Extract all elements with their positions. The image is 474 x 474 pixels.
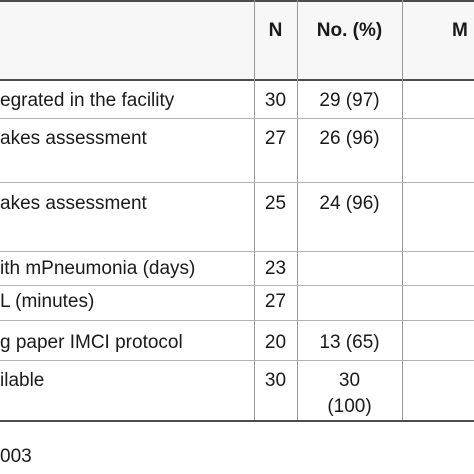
- row-7-pct-line1: 30: [338, 370, 361, 391]
- divider-pct: [297, 0, 298, 420]
- row-7-pct-line2: (100): [327, 396, 372, 417]
- row-3-border: [0, 251, 474, 252]
- row-7-label: ilable: [0, 370, 45, 391]
- row-2-border: [0, 182, 474, 183]
- row-1-label: egrated in the facility: [0, 90, 175, 111]
- row-3-n: 25: [264, 193, 287, 214]
- header-bottom-border: [0, 79, 474, 81]
- row-5-border: [0, 320, 474, 321]
- row-6-border: [0, 360, 474, 361]
- divider-m: [402, 0, 403, 420]
- row-4-label: ith mPneumonia (days): [0, 258, 196, 279]
- header-band: [0, 0, 474, 81]
- row-7-n: 30: [264, 370, 287, 391]
- row-6-n: 20: [264, 332, 287, 353]
- table-bottom-border: [0, 420, 474, 422]
- row-2-n: 27: [264, 128, 287, 149]
- header-m: M: [452, 20, 468, 41]
- row-3-label: akes assessment: [0, 193, 147, 214]
- row-1-n: 30: [264, 90, 287, 111]
- footnote: 003: [0, 446, 32, 467]
- row-5-label: L (minutes): [0, 291, 95, 312]
- row-2-label: akes assessment: [0, 128, 147, 149]
- divider-n: [254, 0, 255, 420]
- row-4-border: [0, 285, 474, 286]
- table-top-border: [0, 0, 474, 2]
- row-1-border: [0, 118, 474, 119]
- header-no-pct: No. (%): [316, 20, 383, 41]
- row-4-n: 23: [264, 258, 287, 279]
- row-3-pct: 24 (96): [319, 193, 380, 214]
- row-2-pct: 26 (96): [319, 128, 380, 149]
- header-n: N: [268, 20, 283, 41]
- row-5-n: 27: [264, 291, 287, 312]
- row-6-label: g paper IMCI protocol: [0, 332, 183, 353]
- row-6-pct: 13 (65): [319, 332, 380, 353]
- row-1-pct: 29 (97): [319, 90, 380, 111]
